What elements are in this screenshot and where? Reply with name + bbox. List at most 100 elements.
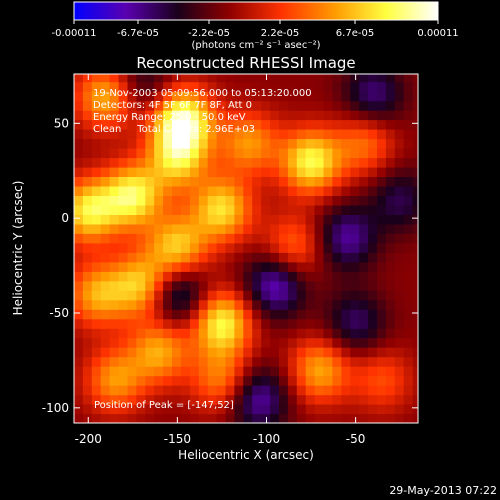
- image-pixel: [207, 138, 218, 149]
- image-pixel: [243, 271, 253, 282]
- image-pixel: [279, 223, 289, 234]
- image-pixel: [412, 271, 418, 282]
- image-pixel: [198, 195, 209, 206]
- image-pixel: [332, 157, 342, 168]
- image-pixel: [225, 404, 235, 415]
- image-pixel: [118, 204, 129, 215]
- image-pixel: [412, 280, 418, 291]
- image-pixel: [100, 148, 111, 159]
- image-pixel: [385, 81, 396, 92]
- image-pixel: [261, 129, 271, 140]
- image-pixel: [359, 242, 369, 253]
- image-pixel: [82, 252, 93, 263]
- image-pixel: [314, 385, 325, 396]
- image-pixel: [207, 176, 218, 187]
- image-pixel: [296, 271, 307, 282]
- image-pixel: [296, 195, 307, 206]
- image-pixel: [172, 366, 182, 377]
- image-pixel: [279, 309, 289, 320]
- image-pixel: [136, 394, 146, 405]
- image-pixel: [74, 242, 84, 253]
- image-pixel: [296, 138, 307, 149]
- image-pixel: [412, 81, 418, 92]
- image-pixel: [189, 81, 200, 92]
- image-pixel: [127, 271, 137, 282]
- image-pixel: [172, 318, 182, 329]
- image-pixel: [100, 119, 111, 130]
- image-pixel: [314, 148, 325, 159]
- image-pixel: [305, 271, 316, 282]
- image-pixel: [216, 223, 227, 234]
- image-pixel: [359, 91, 369, 102]
- image-pixel: [252, 309, 262, 320]
- image-pixel: [252, 110, 262, 121]
- image-pixel: [332, 81, 342, 92]
- image-pixel: [100, 195, 111, 206]
- image-pixel: [261, 347, 271, 358]
- image-pixel: [172, 176, 182, 187]
- image-pixel: [91, 261, 102, 272]
- image-pixel: [154, 318, 164, 329]
- image-pixel: [296, 81, 307, 92]
- image-pixel: [189, 185, 200, 196]
- image-pixel: [136, 74, 146, 83]
- image-pixel: [341, 413, 351, 423]
- image-pixel: [180, 299, 191, 310]
- image-pixel: [368, 375, 378, 386]
- image-pixel: [403, 347, 414, 358]
- annotation-counts: Clean Total Counts: 2.96E+03: [93, 124, 255, 135]
- image-pixel: [225, 252, 235, 263]
- image-pixel: [234, 110, 244, 121]
- image-pixel: [403, 366, 414, 377]
- image-pixel: [296, 157, 307, 168]
- image-pixel: [394, 129, 405, 140]
- image-pixel: [82, 299, 93, 310]
- image-pixel: [377, 261, 387, 272]
- image-pixel: [296, 148, 307, 159]
- image-pixel: [145, 252, 155, 263]
- image-pixel: [154, 129, 164, 140]
- image-pixel: [234, 91, 244, 102]
- image-pixel: [225, 195, 235, 206]
- image-pixel: [74, 318, 84, 329]
- image-pixel: [145, 214, 155, 225]
- image-pixel: [305, 309, 316, 320]
- image-pixel: [109, 252, 120, 263]
- image-pixel: [296, 309, 307, 320]
- image-pixel: [314, 81, 325, 92]
- image-pixel: [412, 404, 418, 415]
- image-pixel: [359, 204, 369, 215]
- image-pixel: [207, 233, 218, 244]
- image-pixel: [118, 309, 129, 320]
- image-pixel: [350, 100, 360, 111]
- image-pixel: [154, 204, 164, 215]
- image-pixel: [189, 148, 200, 159]
- image-pixel: [261, 394, 271, 405]
- image-pixel: [172, 195, 182, 206]
- image-pixel: [412, 166, 418, 177]
- image-pixel: [180, 129, 191, 140]
- image-pixel: [154, 309, 164, 320]
- image-pixel: [118, 290, 129, 301]
- image-pixel: [154, 110, 164, 121]
- image-pixel: [118, 195, 129, 206]
- image-pixel: [323, 242, 333, 253]
- image-pixel: [198, 74, 209, 83]
- image-pixel: [279, 185, 289, 196]
- image-pixel: [145, 100, 155, 111]
- image-pixel: [100, 261, 111, 272]
- image-pixel: [243, 185, 253, 196]
- image-pixel: [163, 337, 173, 348]
- image-pixel: [403, 119, 414, 130]
- image-pixel: [412, 138, 418, 149]
- image-pixel: [341, 356, 351, 367]
- image-pixel: [270, 347, 280, 358]
- image-pixel: [216, 309, 227, 320]
- image-pixel: [145, 347, 155, 358]
- image-pixel: [368, 223, 378, 234]
- image-pixel: [225, 233, 235, 244]
- image-pixel: [287, 74, 298, 83]
- image-pixel: [180, 242, 191, 253]
- image-pixel: [127, 242, 137, 253]
- image-pixel: [270, 100, 280, 111]
